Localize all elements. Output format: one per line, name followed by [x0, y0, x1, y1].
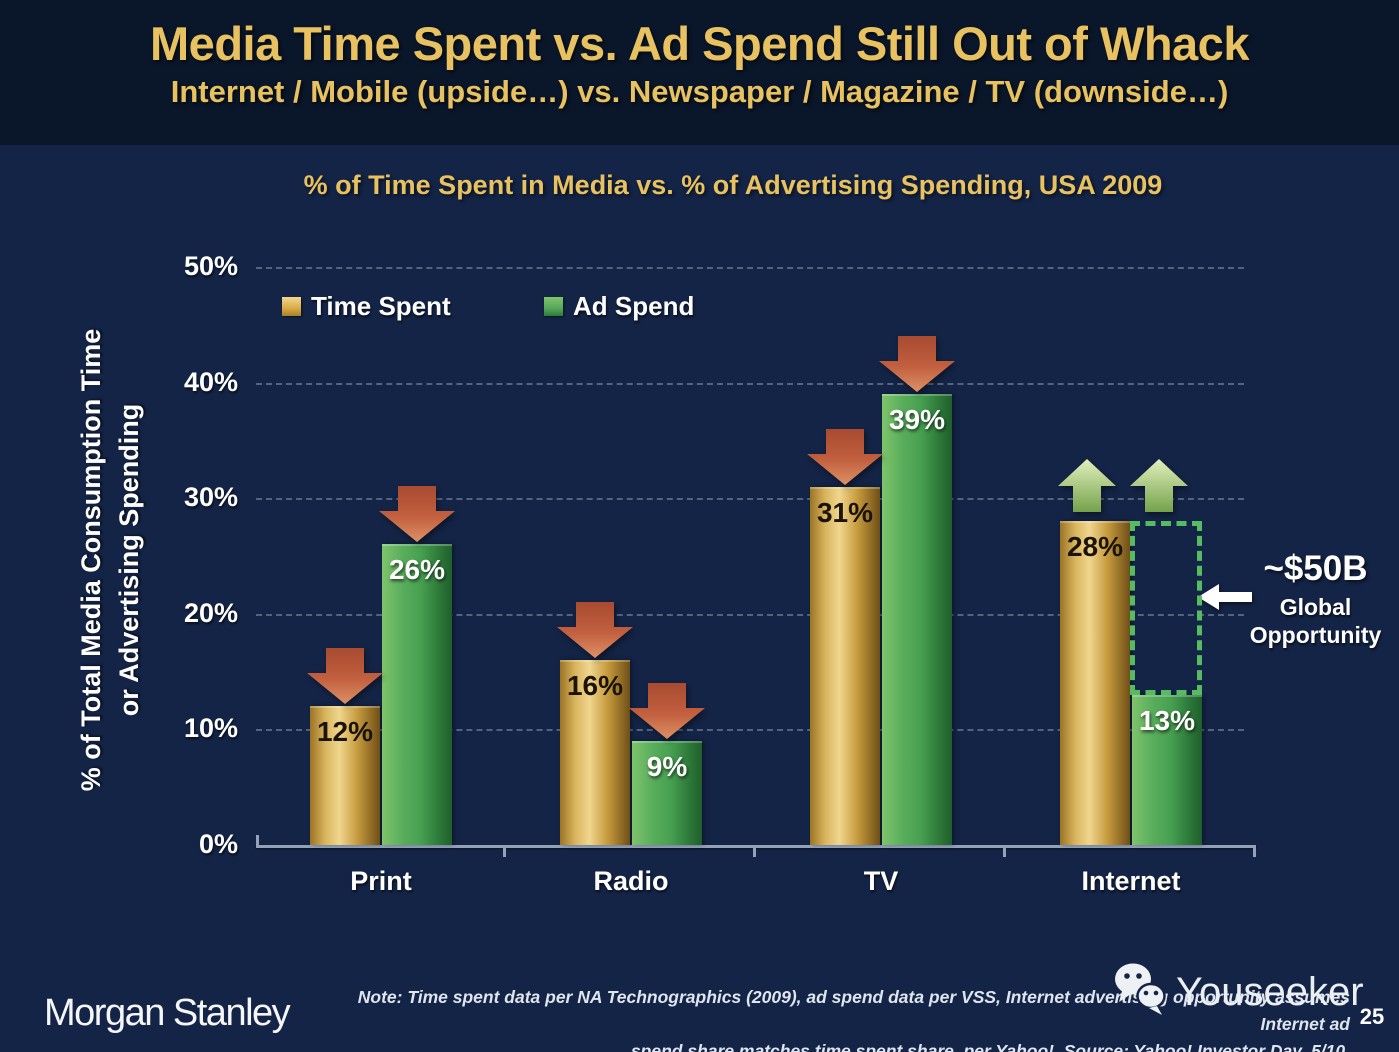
bar-value-print-ad-spend: 26%: [388, 554, 446, 586]
trend-down-arrow-icon: [379, 486, 455, 547]
y-tick-label-20: 20%: [183, 597, 238, 628]
source-note: Note: Time spent data per NA Technograph…: [320, 984, 1350, 1052]
bar-value-radio-ad-spend: 9%: [646, 750, 688, 782]
axis-tick: [1003, 848, 1006, 857]
watermark-label: Youseeker: [1176, 970, 1364, 1014]
trend-down-arrow-icon: [807, 428, 883, 490]
trend-down-arrow-icon: [879, 336, 955, 397]
gridline-10: [256, 729, 1244, 732]
category-label-tv: TV: [863, 866, 899, 896]
slide-title: Media Time Spent vs. Ad Spend Still Out …: [150, 17, 1249, 70]
axis-end-riser: [256, 835, 259, 845]
gridline-50: [256, 267, 1244, 269]
opportunity-value: ~$50B: [1263, 549, 1368, 588]
bar-print-time-spent: [310, 706, 380, 845]
gridline-40: [256, 382, 1244, 385]
y-tick-label-10: 10%: [183, 713, 238, 744]
page-number: 25: [1359, 1004, 1385, 1029]
trend-up-arrow-icon: [1130, 459, 1188, 517]
left-arrow-icon: [1198, 584, 1252, 615]
legend-item-ad-spend: Ad Spend: [544, 291, 694, 321]
source-note-line1: Note: Time spent data per NA Technograph…: [357, 987, 1350, 1034]
bar-value-radio-time-spent: 16%: [566, 670, 624, 702]
gridline-30: [256, 498, 1244, 501]
legend-item-time-spent: Time Spent: [282, 291, 451, 321]
bar-tv-ad-spend: [882, 394, 952, 845]
morgan-stanley-logo: Morgan Stanley: [44, 992, 291, 1034]
header-band: Media Time Spent vs. Ad Spend Still Out …: [0, 0, 1399, 145]
x-axis-line: [256, 845, 1256, 848]
legend-label: Ad Spend: [573, 290, 695, 321]
y-tick-label-30: 30%: [183, 482, 238, 513]
trend-down-arrow-icon: [557, 602, 633, 663]
trend-up-arrow-icon: [1058, 459, 1116, 517]
opportunity-gap-box: [1130, 521, 1202, 695]
ad-spend-swatch-icon: [544, 296, 563, 316]
bar-print-ad-spend: [382, 544, 452, 845]
trend-down-arrow-icon: [629, 682, 705, 744]
time-spent-swatch-icon: [282, 296, 301, 316]
axis-tick: [753, 848, 756, 857]
y-tick-label-0: 0%: [198, 829, 238, 859]
legend-label: Time Spent: [311, 290, 451, 321]
category-label-print: Print: [350, 866, 412, 896]
opportunity-label-line2: Opportunity: [1249, 622, 1382, 648]
y-tick-label-40: 40%: [183, 366, 238, 397]
bar-value-tv-time-spent: 31%: [816, 496, 874, 528]
axis-tick: [1253, 848, 1256, 857]
bar-value-internet-ad-spend: 13%: [1138, 704, 1196, 736]
source-note-line2: spend share matches time spent share, pe…: [630, 1041, 1350, 1052]
slide-subtitle: Internet / Mobile (upside…) vs. Newspape…: [170, 74, 1229, 109]
bar-radio-time-spent: [560, 660, 630, 845]
bar-internet-time-spent: [1060, 521, 1130, 845]
opportunity-label-line1: Global: [1279, 594, 1352, 620]
bar-radio-ad-spend: [632, 740, 702, 845]
bar-internet-ad-spend: [1132, 694, 1202, 845]
bar-value-print-time-spent: 12%: [316, 716, 374, 748]
bar-value-internet-time-spent: 28%: [1066, 531, 1124, 563]
wechat-icon: [1112, 962, 1170, 1021]
y-tick-label-50: 50%: [183, 251, 238, 281]
bar-value-tv-ad-spend: 39%: [888, 404, 946, 436]
trend-down-arrow-icon: [307, 648, 383, 709]
gridline-20: [256, 613, 1244, 616]
bar-tv-time-spent: [810, 486, 880, 845]
chart-title: % of Time Spent in Media vs. % of Advert…: [303, 170, 1163, 200]
y-axis-title-line1: % of Total Media Consumption Time: [76, 328, 106, 792]
axis-tick: [503, 848, 506, 857]
category-label-radio: Radio: [593, 866, 669, 896]
category-label-internet: Internet: [1081, 866, 1181, 896]
